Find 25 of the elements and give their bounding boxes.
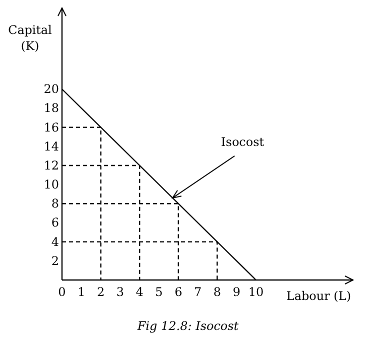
caption: Fig 12.8: Isocost <box>136 319 239 333</box>
x-axis-title: Labour (L) <box>286 289 351 303</box>
x-tick-label: 3 <box>116 285 124 299</box>
y-tick-label: 4 <box>51 234 60 249</box>
y-tick-label: 8 <box>51 196 59 211</box>
y-tick-label: 18 <box>44 101 59 116</box>
y-tick-label: 2 <box>51 254 59 268</box>
x-tick-label: 9 <box>232 285 240 299</box>
x-tick-label: 6 <box>174 285 182 299</box>
x-tick-label: 0 <box>58 285 66 299</box>
annotation: Isocost <box>221 134 264 149</box>
x-tick-label: 7 <box>194 285 202 299</box>
x-tick-label: 4 <box>136 285 144 299</box>
y-tick-label: 20 <box>44 82 59 96</box>
x-tick-label: 5 <box>155 285 163 299</box>
y-tick-label: 10 <box>44 178 59 192</box>
x-tick-label: 8 <box>213 285 222 299</box>
y-tick-label: 12 <box>44 158 59 172</box>
y-axis-title: Capital (K) <box>8 23 52 53</box>
y-tick-label: 6 <box>51 216 59 230</box>
x-tick-label: 10 <box>248 285 264 299</box>
y-tick-label: 14 <box>44 139 60 154</box>
x-tick-label: 2 <box>96 285 105 299</box>
y-tick-label: 16 <box>44 120 59 134</box>
x-tick-label: 1 <box>78 285 86 299</box>
